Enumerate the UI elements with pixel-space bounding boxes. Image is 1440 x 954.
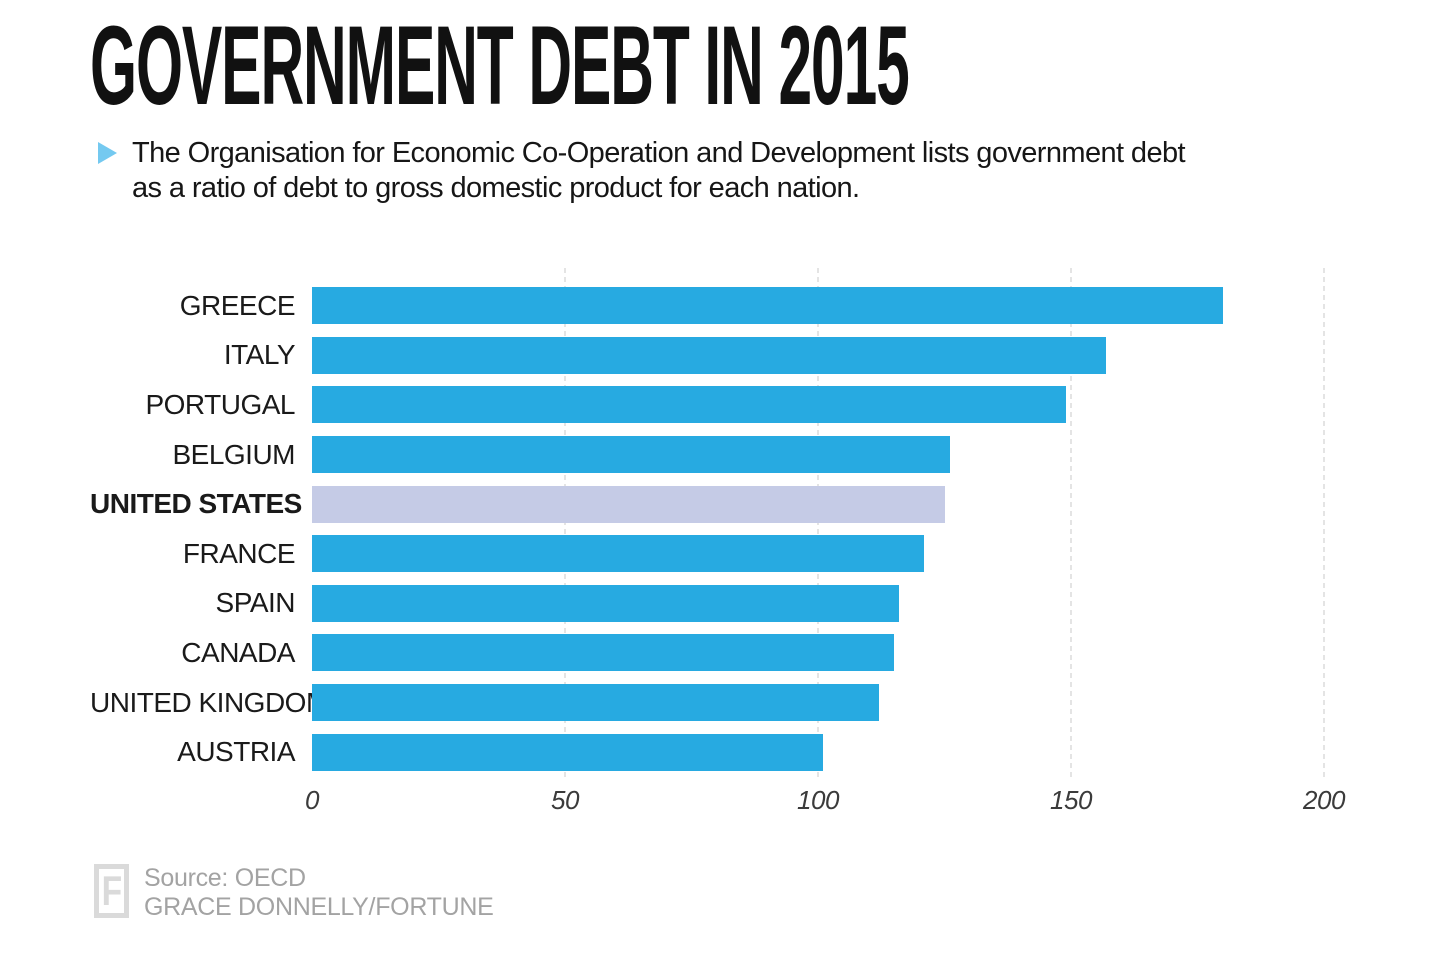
- bar-track-france: [312, 535, 1324, 573]
- bar-united-states: [312, 485, 945, 523]
- bar-row-belgium: BELGIUM: [90, 430, 1324, 480]
- bar-row-greece: GREECE: [90, 281, 1324, 331]
- gridline-150: [1070, 268, 1072, 777]
- bar-label-greece: GREECE: [179, 289, 296, 321]
- footer: F Source: OECD GRACE DONNELLY/FORTUNE: [94, 864, 494, 922]
- gridline-200: [1323, 268, 1325, 777]
- bar-track-greece: [312, 287, 1324, 325]
- bar-chart: GREECE ITALY PORTUGAL BELGIUM UNITED STATES F…: [90, 268, 1345, 821]
- bar-track-belgium: [312, 436, 1324, 474]
- x-tick-label-100: 100: [797, 784, 839, 815]
- bar-france: [312, 535, 925, 573]
- bar-label-italy: ITALY: [223, 339, 296, 371]
- bar-label-belgium: BELGIUM: [172, 438, 295, 470]
- bar-row-spain: SPAIN: [90, 579, 1324, 629]
- bar-label-spain: SPAIN: [215, 587, 296, 619]
- bar-label-united-states: UNITED STATES: [90, 488, 302, 520]
- page-title: GOVERNMENT DEBT IN 2015: [90, 3, 910, 128]
- bar-spain: [312, 584, 899, 622]
- bar-italy: [312, 336, 1107, 374]
- bar-label-france: FRANCE: [182, 537, 296, 569]
- subtitle: The Organisation for Economic Co-Operati…: [98, 136, 1186, 206]
- subtitle-line-2: as a ratio of debt to gross domestic pro…: [132, 172, 860, 204]
- bar-track-united-states: [312, 485, 1324, 523]
- fortune-logo-letter: F: [101, 867, 122, 914]
- bar-track-united-kingdom: [312, 684, 1324, 722]
- bar-portugal: [312, 386, 1066, 424]
- bar-canada: [312, 634, 894, 672]
- credits: Source: OECD GRACE DONNELLY/FORTUNE: [144, 864, 494, 922]
- bar-label-austria: AUSTRIA: [177, 736, 295, 768]
- bar-track-spain: [312, 584, 1324, 622]
- chart-rows: GREECE ITALY PORTUGAL BELGIUM UNITED STATES F…: [90, 268, 1324, 777]
- bar-row-united-states: UNITED STATES: [90, 479, 1324, 529]
- bar-label-united-kingdom: UNITED KINGDOM: [90, 686, 329, 718]
- bar-greece: [312, 287, 1223, 325]
- bar-row-portugal: PORTUGAL: [90, 380, 1324, 430]
- bar-track-italy: [312, 336, 1324, 374]
- bar-united-kingdom: [312, 684, 879, 722]
- bar-row-united-kingdom: UNITED KINGDOM: [90, 678, 1324, 728]
- bar-row-austria: AUSTRIA: [90, 727, 1324, 777]
- credit-line: GRACE DONNELLY/FORTUNE: [144, 893, 494, 921]
- bar-track-portugal: [312, 386, 1324, 424]
- x-axis: 0 50 100 150 200: [305, 784, 1345, 821]
- subtitle-line-1: The Organisation for Economic Co-Operati…: [132, 137, 1186, 169]
- bar-row-france: FRANCE: [90, 529, 1324, 579]
- x-tick-label-200: 200: [1303, 784, 1345, 815]
- triangle-right-icon: [98, 142, 117, 164]
- x-tick-label-150: 150: [1050, 784, 1092, 815]
- x-tick-label-0: 0: [305, 784, 319, 815]
- bar-austria: [312, 733, 824, 771]
- bar-label-portugal: PORTUGAL: [145, 388, 295, 420]
- bar-row-italy: ITALY: [90, 331, 1324, 381]
- bar-label-canada: CANADA: [181, 636, 295, 668]
- bar-track-canada: [312, 634, 1324, 672]
- bar-track-austria: [312, 733, 1324, 771]
- fortune-logo: F: [94, 864, 129, 918]
- chart-plot: GREECE ITALY PORTUGAL BELGIUM UNITED STATES F…: [90, 268, 1325, 777]
- bar-belgium: [312, 436, 950, 474]
- source-line: Source: OECD: [144, 864, 306, 892]
- subtitle-text: The Organisation for Economic Co-Operati…: [132, 136, 1186, 206]
- x-tick-label-50: 50: [551, 784, 579, 815]
- bar-row-canada: CANADA: [90, 628, 1324, 678]
